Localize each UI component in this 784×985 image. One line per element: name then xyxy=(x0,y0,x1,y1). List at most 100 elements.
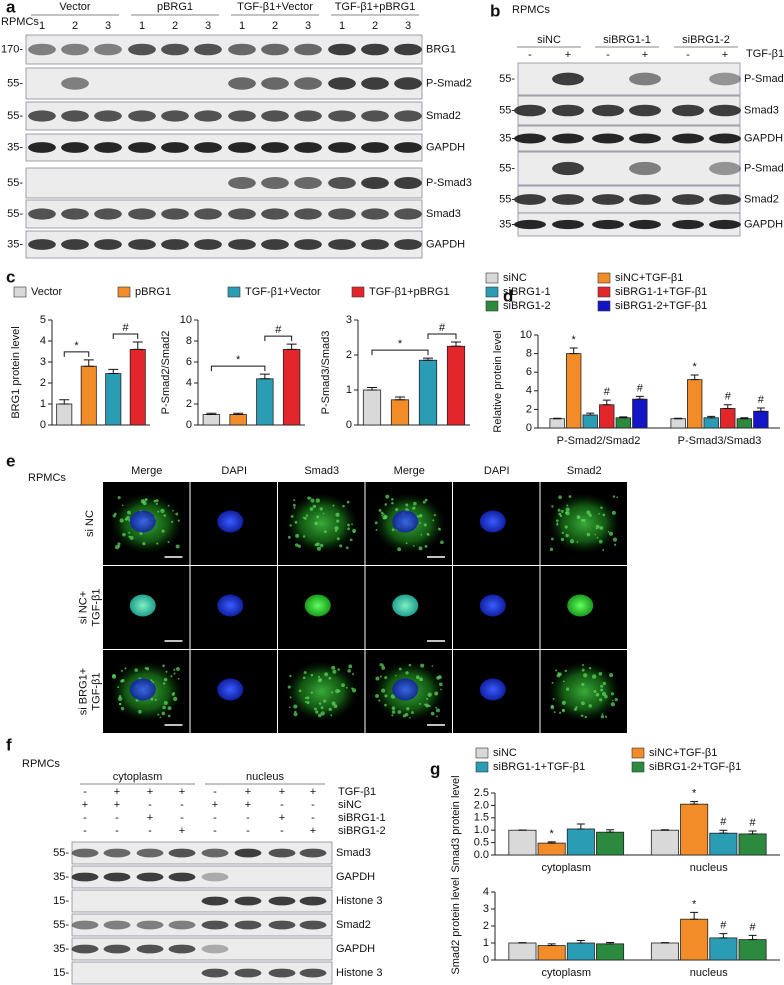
speckle xyxy=(550,537,554,541)
band xyxy=(228,43,256,56)
y-tick-label: 1.0 xyxy=(474,824,489,836)
sign: - xyxy=(311,799,315,811)
speckle xyxy=(117,545,121,548)
speckle xyxy=(427,692,432,697)
speckle xyxy=(127,510,131,515)
bar xyxy=(680,803,709,856)
band xyxy=(261,43,289,56)
panel-letter: b xyxy=(490,1,500,20)
bar xyxy=(129,348,146,426)
speckle xyxy=(335,688,340,694)
speckle xyxy=(324,672,329,677)
speckle xyxy=(315,710,319,714)
legend-entry: siBRG1-2+TGF-β1 xyxy=(649,761,741,773)
speckle xyxy=(586,532,591,537)
blot-strip xyxy=(25,101,423,131)
speckle xyxy=(424,703,427,706)
bar xyxy=(537,842,566,856)
sign: - xyxy=(213,825,217,837)
speckle xyxy=(150,679,153,682)
speckle xyxy=(330,691,334,694)
speckle xyxy=(588,513,592,517)
speckle xyxy=(155,499,159,503)
column-label: Smad3 xyxy=(304,465,339,477)
condition-label: siBRG1-1 xyxy=(338,812,386,824)
group-label: TGF-β1+pBRG1 xyxy=(335,1,416,13)
bar xyxy=(566,353,582,429)
sign: - xyxy=(213,812,217,824)
band xyxy=(161,142,189,153)
speckle xyxy=(145,667,150,671)
speckle xyxy=(562,680,565,683)
speckle xyxy=(580,714,584,717)
blot-label: Smad3 xyxy=(426,208,461,220)
legend-entry: Vector xyxy=(31,286,63,298)
speckle xyxy=(431,665,434,668)
legend-swatch xyxy=(631,761,645,773)
speckle xyxy=(289,674,292,678)
band xyxy=(294,77,322,90)
error-bar xyxy=(635,395,644,400)
bar xyxy=(256,378,274,426)
error-bar xyxy=(602,399,611,406)
speckle xyxy=(391,497,394,501)
band xyxy=(103,920,131,930)
speckle xyxy=(121,678,125,683)
significance-label: # xyxy=(122,322,129,334)
speckle xyxy=(595,692,600,697)
nucleus xyxy=(217,594,244,617)
speckle xyxy=(595,524,600,529)
y-tick-label: 8 xyxy=(186,335,192,347)
speckle xyxy=(331,701,336,706)
size-marker: 55- xyxy=(499,162,515,174)
speckle xyxy=(385,494,390,499)
speckle xyxy=(303,671,307,675)
speckle xyxy=(157,713,160,716)
speckle xyxy=(335,512,340,517)
band xyxy=(552,161,584,176)
y-axis-title: P-Smad3/Smad3 xyxy=(320,331,332,415)
lane-label: 3 xyxy=(205,20,211,32)
significance-label: * xyxy=(398,338,403,350)
speckle xyxy=(289,696,292,699)
band xyxy=(261,142,289,153)
sign: - xyxy=(83,825,87,837)
band xyxy=(61,142,89,153)
band xyxy=(28,239,56,250)
speckle xyxy=(120,706,125,711)
speckle xyxy=(552,698,555,700)
band xyxy=(28,43,56,56)
speckle xyxy=(550,705,555,710)
speckle xyxy=(170,675,173,678)
speckle xyxy=(298,689,302,693)
speckle xyxy=(297,544,301,548)
speckle xyxy=(159,716,162,719)
band xyxy=(261,177,289,189)
speckle xyxy=(339,544,343,548)
speckle xyxy=(320,706,324,710)
speckle xyxy=(378,508,382,512)
row-label: si BRG1+ xyxy=(77,668,89,715)
speckle xyxy=(558,495,562,500)
nucleus xyxy=(567,594,594,617)
band xyxy=(128,239,156,250)
blot-label: P-Smad3 xyxy=(744,73,784,85)
error-bar xyxy=(576,823,585,830)
bar xyxy=(736,418,752,429)
speckle xyxy=(395,508,399,512)
significance-label: * xyxy=(74,340,79,352)
speckle xyxy=(153,499,157,503)
significance-label: # xyxy=(725,391,732,403)
size-marker: 55- xyxy=(53,919,69,931)
band xyxy=(168,944,196,954)
speckle xyxy=(319,543,324,548)
error-bar xyxy=(586,412,595,416)
error-bar xyxy=(259,373,270,380)
speckle xyxy=(553,711,556,714)
blot-strip xyxy=(517,62,741,96)
y-tick-label: 0 xyxy=(346,419,352,431)
band xyxy=(228,239,256,250)
row-label: TGF-β1 xyxy=(90,672,102,710)
speckle xyxy=(556,522,559,525)
y-tick-label: 6 xyxy=(526,366,532,378)
